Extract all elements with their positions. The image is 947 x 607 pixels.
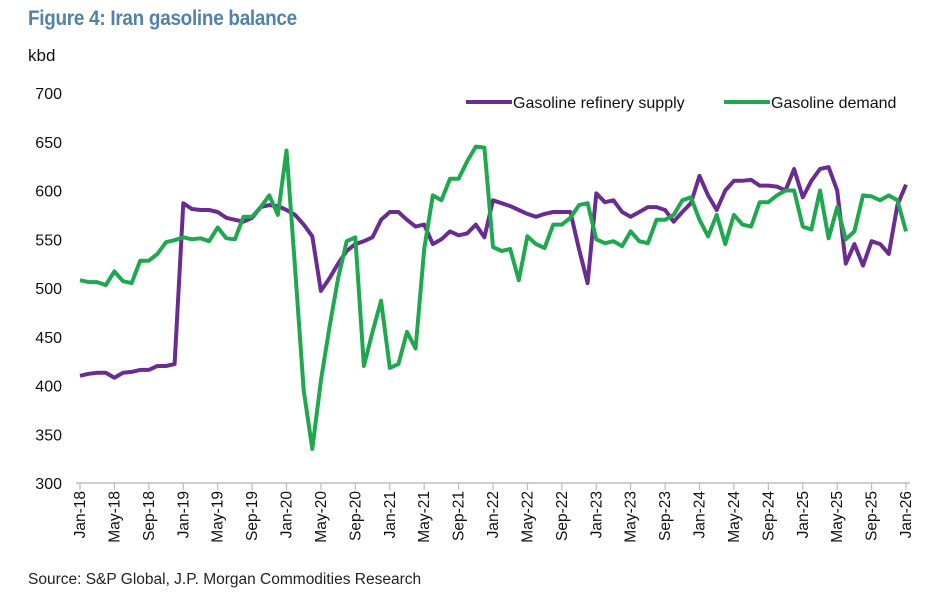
x-tick-label: Sep-23 xyxy=(657,491,674,541)
y-tick-label: 500 xyxy=(35,281,62,298)
x-tick-label: Sep-18 xyxy=(141,491,158,541)
x-tick-label: May-24 xyxy=(726,491,743,543)
y-axis-unit-label: kbd xyxy=(28,46,56,65)
series-line-refinery-supply xyxy=(79,165,908,380)
x-tick-label: May-20 xyxy=(313,491,330,543)
x-tick-label: Jan-25 xyxy=(795,491,812,538)
x-tick-label: Sep-24 xyxy=(760,491,777,541)
x-tick-label: May-19 xyxy=(210,491,227,543)
y-tick-label: 300 xyxy=(35,476,62,493)
x-tick-label: Jan-26 xyxy=(898,491,915,538)
x-tick-label: Sep-19 xyxy=(244,491,261,541)
x-tick-label: May-21 xyxy=(416,491,433,543)
x-tick-label: May-22 xyxy=(519,491,536,543)
y-tick-label: 650 xyxy=(35,135,62,152)
x-tick-label: Sep-20 xyxy=(347,491,364,541)
x-tick-label: Sep-22 xyxy=(554,491,571,541)
x-tick-label: May-18 xyxy=(106,491,123,543)
x-tick-label: Sep-21 xyxy=(451,491,468,541)
x-tick-label: Jan-22 xyxy=(485,491,502,538)
x-tick-label: Jan-20 xyxy=(279,491,296,539)
x-tick-label: Jan-24 xyxy=(692,491,709,539)
y-tick-label: 550 xyxy=(35,232,62,249)
series-line-demand xyxy=(79,144,908,451)
legend-label: Gasoline refinery supply xyxy=(513,95,685,112)
y-tick-label: 450 xyxy=(35,330,62,347)
x-tick-label: Jan-23 xyxy=(588,491,605,538)
y-tick-label: 350 xyxy=(35,427,62,444)
legend-label: Gasoline demand xyxy=(771,95,896,112)
chart-title: Figure 4: Iran gasoline balance xyxy=(28,7,297,30)
x-tick-label: Jan-19 xyxy=(175,491,192,538)
x-tick-label: Jan-18 xyxy=(72,491,89,538)
y-tick-label: 400 xyxy=(35,379,62,396)
x-tick-label: May-25 xyxy=(829,491,846,543)
y-tick-label: 700 xyxy=(35,86,62,103)
source-note: Source: S&P Global, J.P. Morgan Commodit… xyxy=(28,571,422,588)
x-tick-label: Jan-21 xyxy=(382,491,399,538)
x-tick-label: May-23 xyxy=(623,491,640,543)
y-tick-label: 600 xyxy=(35,184,62,201)
x-tick-label: Sep-25 xyxy=(864,491,881,541)
